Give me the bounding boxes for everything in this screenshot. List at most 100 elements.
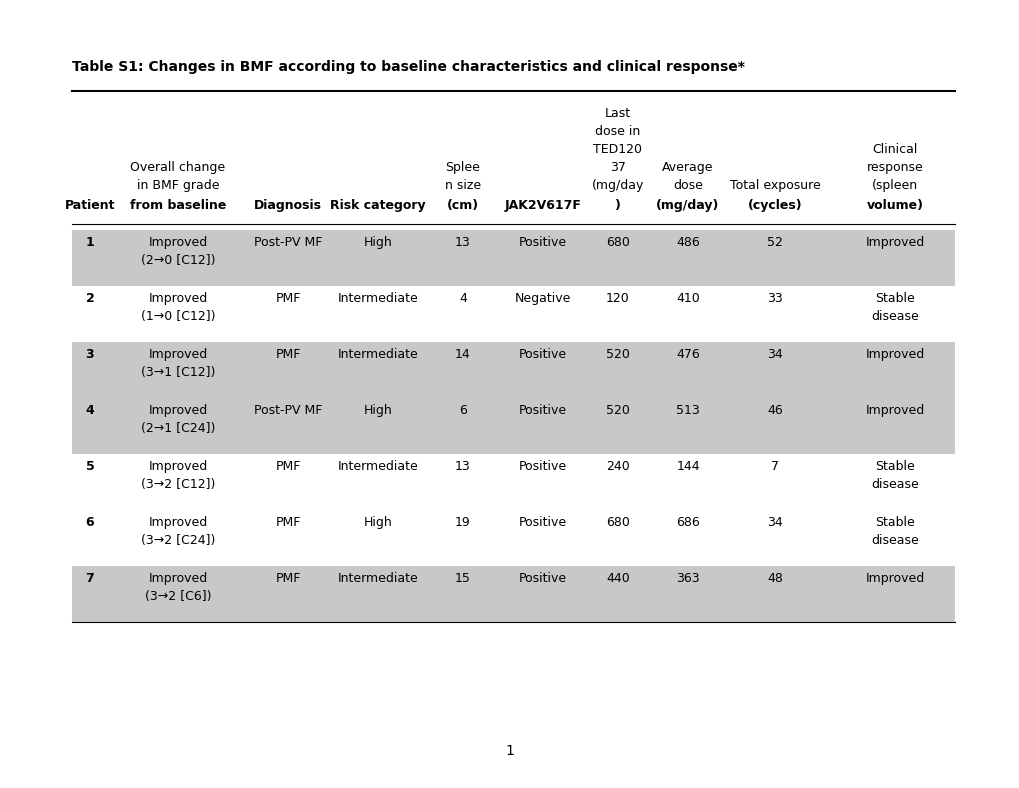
Text: Improved: Improved — [148, 236, 208, 249]
Text: PMF: PMF — [275, 516, 301, 529]
Text: Negative: Negative — [515, 292, 571, 305]
Text: High: High — [363, 404, 392, 417]
Text: (spleen: (spleen — [871, 179, 917, 192]
Text: Intermediate: Intermediate — [337, 572, 418, 585]
Text: Stable: Stable — [874, 292, 914, 305]
Text: 486: 486 — [676, 236, 699, 249]
Text: 37: 37 — [609, 161, 626, 174]
Text: ): ) — [614, 199, 621, 212]
Text: High: High — [363, 516, 392, 529]
Text: (3→1 [C12]): (3→1 [C12]) — [141, 366, 215, 379]
Text: (3→2 [C24]): (3→2 [C24]) — [141, 534, 215, 547]
Text: 13: 13 — [454, 460, 471, 473]
Text: 19: 19 — [454, 516, 471, 529]
Text: disease: disease — [870, 478, 918, 491]
Text: Intermediate: Intermediate — [337, 348, 418, 361]
Text: (3→2 [C6]): (3→2 [C6]) — [145, 590, 211, 603]
Bar — [72, 398, 954, 454]
Text: 4: 4 — [459, 292, 467, 305]
Bar — [72, 230, 954, 286]
Text: Patient: Patient — [64, 199, 115, 212]
Text: Overall change: Overall change — [130, 161, 225, 174]
Text: Table S1: Changes in BMF according to baseline characteristics and clinical resp: Table S1: Changes in BMF according to ba… — [72, 60, 744, 74]
Bar — [72, 454, 954, 510]
Text: 686: 686 — [676, 516, 699, 529]
Text: 6: 6 — [459, 404, 467, 417]
Text: 15: 15 — [454, 572, 471, 585]
Text: 34: 34 — [766, 348, 783, 361]
Text: High: High — [363, 236, 392, 249]
Text: 13: 13 — [454, 236, 471, 249]
Text: 520: 520 — [605, 404, 630, 417]
Text: 48: 48 — [766, 572, 783, 585]
Text: 46: 46 — [766, 404, 783, 417]
Text: (2→0 [C12]): (2→0 [C12]) — [141, 254, 215, 267]
Text: 6: 6 — [86, 516, 94, 529]
Text: Improved: Improved — [148, 348, 208, 361]
Bar — [72, 510, 954, 566]
Text: Total exposure: Total exposure — [729, 179, 819, 192]
Text: PMF: PMF — [275, 348, 301, 361]
Bar — [72, 342, 954, 398]
Text: (mg/day: (mg/day — [591, 179, 644, 192]
Text: 680: 680 — [605, 516, 630, 529]
Text: Positive: Positive — [519, 404, 567, 417]
Text: response: response — [866, 161, 922, 174]
Text: 7: 7 — [770, 460, 779, 473]
Text: 3: 3 — [86, 348, 94, 361]
Text: 14: 14 — [454, 348, 471, 361]
Text: disease: disease — [870, 310, 918, 323]
Text: PMF: PMF — [275, 292, 301, 305]
Text: 680: 680 — [605, 236, 630, 249]
Text: (1→0 [C12]): (1→0 [C12]) — [141, 310, 215, 323]
Text: 52: 52 — [766, 236, 783, 249]
Text: n size: n size — [444, 179, 481, 192]
Text: Clinical: Clinical — [871, 143, 917, 156]
Text: 410: 410 — [676, 292, 699, 305]
Text: Improved: Improved — [864, 404, 923, 417]
Text: from baseline: from baseline — [129, 199, 226, 212]
Text: Improved: Improved — [864, 236, 923, 249]
Text: (cm): (cm) — [446, 199, 479, 212]
Text: 7: 7 — [86, 572, 95, 585]
Text: Last: Last — [604, 107, 631, 120]
Text: Improved: Improved — [148, 572, 208, 585]
Text: 520: 520 — [605, 348, 630, 361]
Text: Stable: Stable — [874, 460, 914, 473]
Text: (3→2 [C12]): (3→2 [C12]) — [141, 478, 215, 491]
Text: PMF: PMF — [275, 460, 301, 473]
Text: Average: Average — [661, 161, 713, 174]
Text: (2→1 [C24]): (2→1 [C24]) — [141, 422, 215, 435]
Text: Diagnosis: Diagnosis — [254, 199, 322, 212]
Text: Post-PV MF: Post-PV MF — [254, 236, 322, 249]
Text: 476: 476 — [676, 348, 699, 361]
Text: (mg/day): (mg/day) — [655, 199, 719, 212]
Text: Positive: Positive — [519, 348, 567, 361]
Text: 120: 120 — [605, 292, 630, 305]
Text: 2: 2 — [86, 292, 95, 305]
Text: Improved: Improved — [148, 292, 208, 305]
Text: 363: 363 — [676, 572, 699, 585]
Text: Splee: Splee — [445, 161, 480, 174]
Text: 440: 440 — [605, 572, 630, 585]
Text: 34: 34 — [766, 516, 783, 529]
Text: 513: 513 — [676, 404, 699, 417]
Text: dose: dose — [673, 179, 702, 192]
Text: 33: 33 — [766, 292, 783, 305]
Text: JAK2V617F: JAK2V617F — [504, 199, 581, 212]
Text: disease: disease — [870, 534, 918, 547]
Text: Positive: Positive — [519, 516, 567, 529]
Text: Improved: Improved — [148, 404, 208, 417]
Text: Improved: Improved — [148, 516, 208, 529]
Text: 4: 4 — [86, 404, 95, 417]
Bar — [72, 566, 954, 622]
Text: PMF: PMF — [275, 572, 301, 585]
Text: 144: 144 — [676, 460, 699, 473]
Text: in BMF grade: in BMF grade — [137, 179, 219, 192]
Text: Stable: Stable — [874, 516, 914, 529]
Text: Improved: Improved — [864, 572, 923, 585]
Text: 1: 1 — [505, 744, 514, 758]
Text: volume): volume) — [866, 199, 922, 212]
Text: Intermediate: Intermediate — [337, 460, 418, 473]
Text: Improved: Improved — [864, 348, 923, 361]
